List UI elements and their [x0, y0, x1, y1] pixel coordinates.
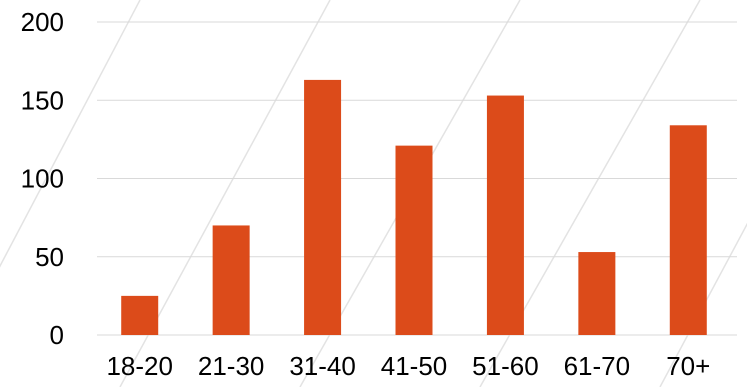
bar-51-60 [486, 95, 524, 336]
x-tick-label: 31-40 [289, 351, 356, 381]
bar-21-30 [212, 225, 250, 335]
bar-41-50 [395, 145, 433, 335]
y-tick-label: 200 [21, 7, 64, 37]
x-axis-ticks: 18-20 21-30 31-40 41-50 51-60 61-70 70+ [106, 351, 710, 381]
x-tick-label: 18-20 [106, 351, 173, 381]
y-tick-label: 50 [35, 242, 64, 272]
x-tick-label: 70+ [666, 351, 710, 381]
bars [121, 79, 707, 336]
bar-18-20 [121, 295, 159, 335]
x-tick-label: 21-30 [198, 351, 265, 381]
x-tick-label: 41-50 [381, 351, 448, 381]
bar-61-70 [578, 252, 616, 335]
y-tick-label: 100 [21, 164, 64, 194]
y-tick-label: 0 [50, 320, 64, 350]
background-line [0, 0, 141, 268]
background-line [659, 222, 747, 387]
x-tick-label: 61-70 [564, 351, 631, 381]
bar-31-40 [304, 79, 342, 335]
y-axis-ticks: 0 50 100 150 200 [21, 7, 64, 350]
bar-70+ [669, 125, 707, 335]
y-tick-label: 150 [21, 85, 64, 115]
x-tick-label: 51-60 [472, 351, 539, 381]
